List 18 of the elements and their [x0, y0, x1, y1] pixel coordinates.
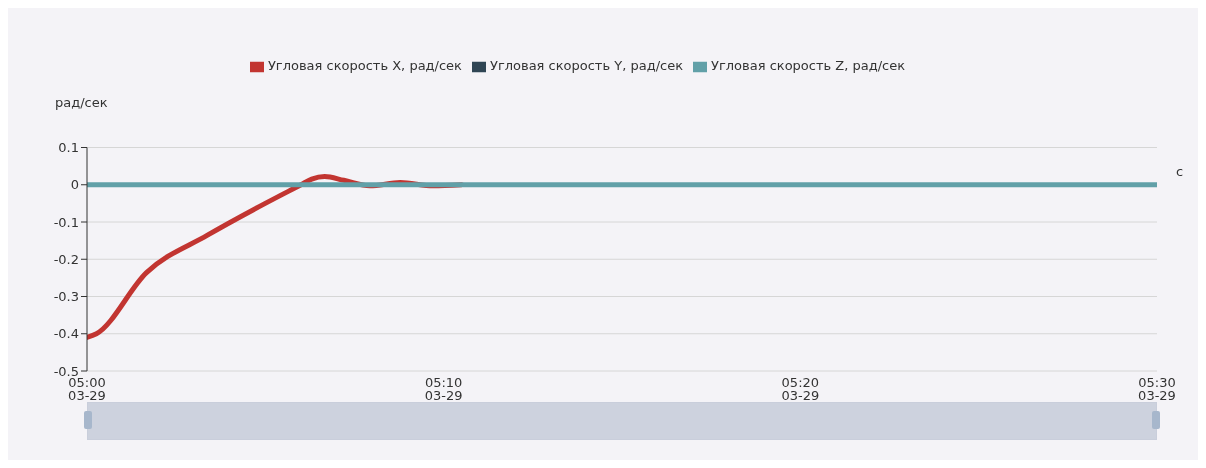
text: 03-29 — [1138, 388, 1176, 403]
y-tick-label: -0.3 — [53, 289, 79, 305]
y-axis-title: рад/сек — [55, 95, 108, 110]
x-tick-label: 05:20 — [781, 375, 820, 390]
y-tick-label: -0.4 — [53, 326, 79, 342]
y-tick-label: -0.1 — [53, 214, 79, 230]
x-axis-title: с — [1176, 164, 1184, 179]
legend-label: Угловая скорость Z, рад/сек — [711, 58, 906, 73]
text: 03-29 — [781, 388, 820, 403]
legend-label: Угловая скорость Y, рад/сек — [489, 58, 684, 73]
x-tick-label: 05:10 — [424, 375, 463, 390]
y-tick-label: 0 — [70, 177, 79, 193]
y-tick-label: -0.2 — [53, 251, 79, 267]
text: 03-29 — [68, 388, 106, 403]
legend-label: Угловая скорость X, рад/сек — [267, 58, 462, 73]
y-tick-label: 0.1 — [58, 140, 79, 156]
x-tick-label: 05:30 — [1138, 375, 1176, 390]
text: 03-29 — [424, 388, 463, 403]
